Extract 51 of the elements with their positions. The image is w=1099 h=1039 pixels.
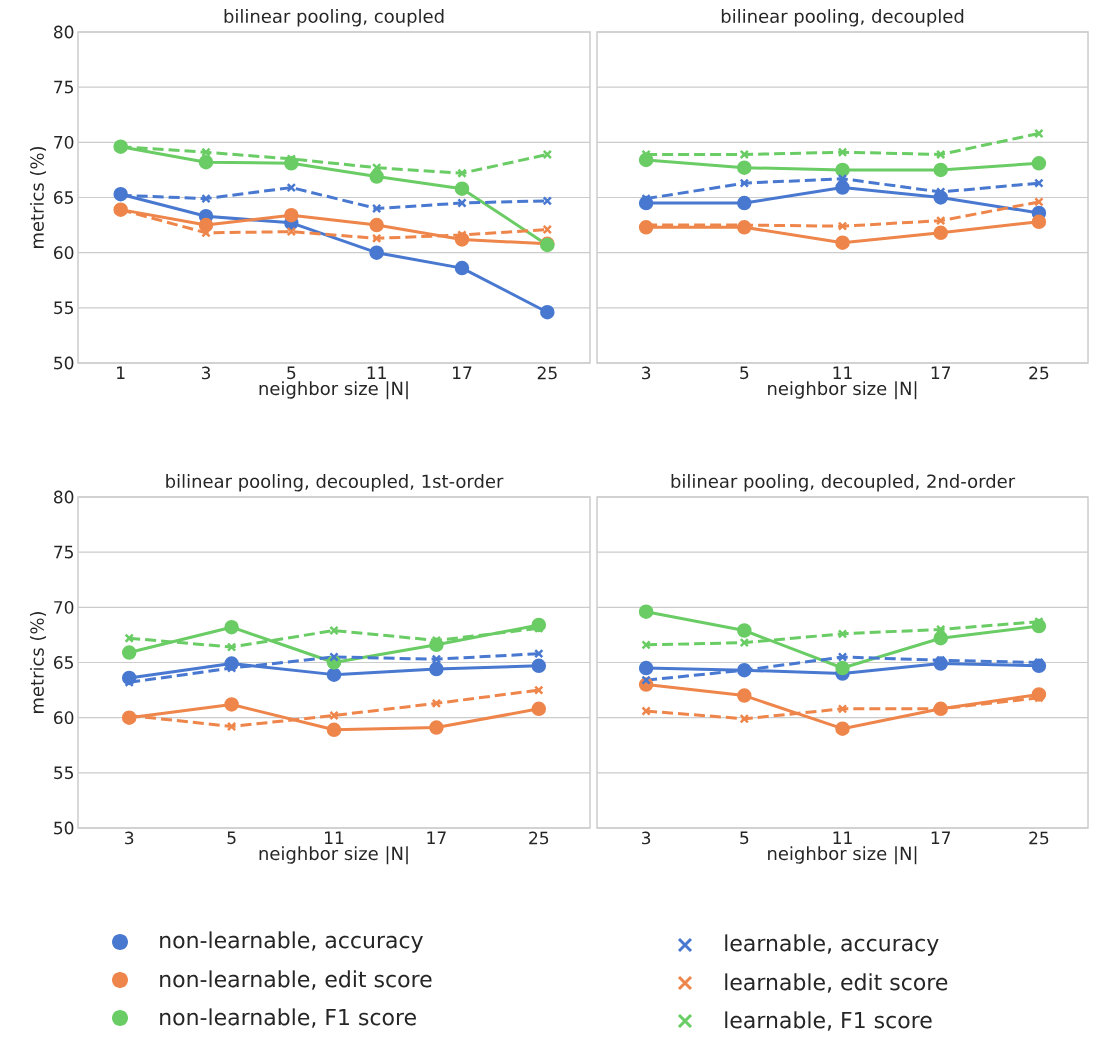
x-tick-label: 5 xyxy=(740,831,749,845)
x-axis-title: neighbor size |N| xyxy=(768,381,917,400)
x-tick-label: 11 xyxy=(833,366,852,379)
x-tick-label: 3 xyxy=(642,831,651,845)
legend-label: learnable, edit score xyxy=(725,973,948,993)
y-tick-label: 55 xyxy=(54,766,73,780)
legend-label: non-learnable, edit score xyxy=(160,970,432,990)
y-tick-label: 60 xyxy=(54,246,74,260)
y-tick-label: 80 xyxy=(54,25,74,39)
y-tick-label: 50 xyxy=(54,821,74,835)
x-tick-label: 25 xyxy=(529,831,549,845)
y-axis-title: metrics (%) xyxy=(29,146,47,248)
x-tick-label: 25 xyxy=(1029,831,1049,845)
x-tick-label: 11 xyxy=(833,831,852,844)
x-axis-title: neighbor size |N| xyxy=(259,381,408,400)
x-tick-label: 17 xyxy=(453,366,472,379)
legend-label: learnable, F1 score xyxy=(725,1011,932,1031)
x-tick-label: 25 xyxy=(537,366,557,380)
x-tick-label: 3 xyxy=(642,366,651,380)
y-tick-label: 55 xyxy=(54,301,73,315)
chart-title: bilinear pooling, decoupled xyxy=(721,9,964,27)
y-tick-label: 75 xyxy=(54,80,73,94)
x-tick-label: 11 xyxy=(325,831,344,844)
chart-title: bilinear pooling, decoupled, 1st-order xyxy=(166,474,504,492)
y-tick-label: 80 xyxy=(54,490,74,504)
x-tick-label: 3 xyxy=(125,831,134,845)
x-tick-label: 5 xyxy=(740,366,749,380)
chart-title: bilinear pooling, decoupled, 2nd-order xyxy=(671,474,1016,492)
legend-label: learnable, accuracy xyxy=(725,934,939,956)
x-tick-label: 17 xyxy=(931,366,951,379)
x-axis-title: neighbor size |N| xyxy=(259,846,408,865)
x-tick-label: 5 xyxy=(287,366,296,380)
x-tick-label: 17 xyxy=(931,831,951,844)
x-axis-title: neighbor size |N| xyxy=(768,846,917,865)
y-tick-label: 60 xyxy=(54,711,74,725)
x-tick-label: 1 xyxy=(117,366,125,379)
legend-label: non-learnable, F1 score xyxy=(160,1008,416,1028)
x-tick-label: 11 xyxy=(367,366,386,379)
y-tick-label: 65 xyxy=(54,656,73,669)
x-tick-label: 5 xyxy=(227,831,236,845)
y-tick-label: 50 xyxy=(54,356,74,370)
x-tick-label: 17 xyxy=(427,831,446,844)
legend-label: non-learnable, accuracy xyxy=(160,931,423,953)
y-axis-title: metrics (%) xyxy=(29,611,47,713)
y-tick-label: 70 xyxy=(54,600,74,614)
x-tick-label: 25 xyxy=(1029,366,1049,380)
y-tick-label: 65 xyxy=(54,191,73,204)
y-tick-label: 75 xyxy=(54,545,73,559)
x-tick-label: 3 xyxy=(201,366,211,380)
y-tick-label: 70 xyxy=(54,135,74,149)
chart-title: bilinear pooling, coupled xyxy=(224,9,444,27)
